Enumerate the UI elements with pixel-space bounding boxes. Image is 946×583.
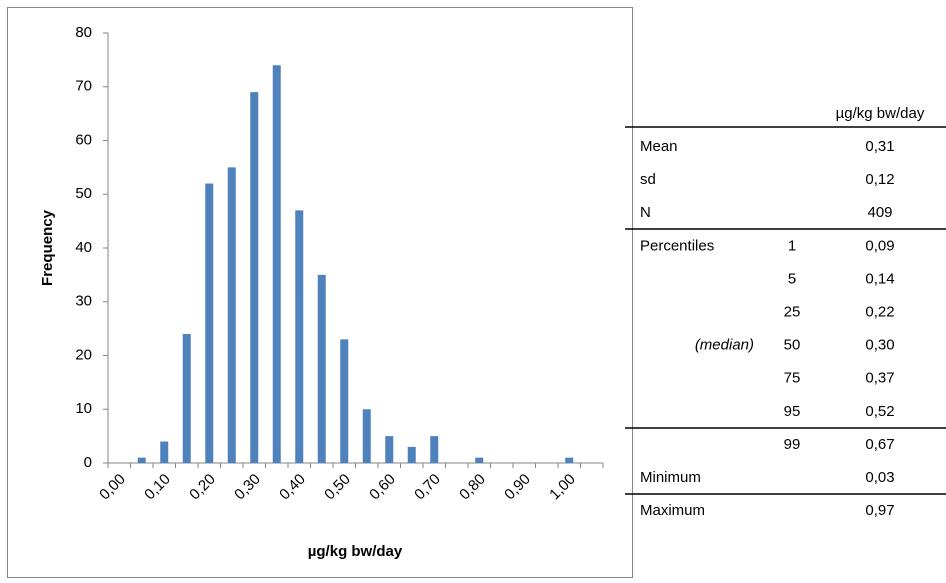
y-tick-label: 10 <box>75 400 92 417</box>
percentile: 50 <box>784 337 801 354</box>
bar <box>362 409 371 463</box>
row-value: 0,31 <box>865 138 894 155</box>
bar <box>430 436 439 463</box>
row-label: sd <box>640 171 656 188</box>
row-value: 0,52 <box>865 403 894 420</box>
bar <box>317 274 326 463</box>
row-note: (median) <box>695 337 754 354</box>
y-tick-label: 20 <box>75 346 92 363</box>
row-label: Minimum <box>640 469 701 486</box>
x-axis-title: µg/kg bw/day <box>308 543 403 560</box>
percentile: 75 <box>784 370 801 387</box>
y-tick-label: 60 <box>75 131 92 148</box>
bar <box>340 339 349 463</box>
percentile: 99 <box>784 436 801 453</box>
row-label: Mean <box>640 138 678 155</box>
row-value: 0,97 <box>865 502 894 519</box>
bar <box>205 183 214 463</box>
bar <box>407 446 416 463</box>
y-tick-label: 80 <box>75 24 92 41</box>
bar <box>295 210 304 463</box>
percentile: 25 <box>784 303 801 320</box>
bar <box>182 334 191 463</box>
bar <box>160 441 169 463</box>
row-value: 0,30 <box>865 337 894 354</box>
y-tick-label: 30 <box>75 293 92 310</box>
bar <box>475 457 484 463</box>
row-value: 0,22 <box>865 303 894 320</box>
y-tick-label: 40 <box>75 239 92 256</box>
y-tick-label: 70 <box>75 78 92 95</box>
bar <box>272 65 281 463</box>
row-value: 0,03 <box>865 469 894 486</box>
row-value: 0,37 <box>865 370 894 387</box>
row-label: Maximum <box>640 502 705 519</box>
row-value: 0,67 <box>865 436 894 453</box>
bar <box>565 457 574 463</box>
row-label: N <box>640 204 651 221</box>
row-value: 0,12 <box>865 171 894 188</box>
table-header: µg/kg bw/day <box>836 105 925 122</box>
row-value: 0,09 <box>865 237 894 254</box>
bar <box>385 436 394 463</box>
percentile: 95 <box>784 403 801 420</box>
row-value: 0,14 <box>865 270 894 287</box>
bar <box>250 92 259 463</box>
y-axis-title: Frequency <box>39 209 56 286</box>
y-tick-label: 0 <box>84 454 92 471</box>
row-value: 409 <box>867 204 892 221</box>
percentile: 1 <box>788 237 796 254</box>
y-tick-label: 50 <box>75 185 92 202</box>
percentile: 5 <box>788 270 796 287</box>
row-label: Percentiles <box>640 237 714 254</box>
bar <box>227 167 236 463</box>
bar <box>137 457 146 463</box>
